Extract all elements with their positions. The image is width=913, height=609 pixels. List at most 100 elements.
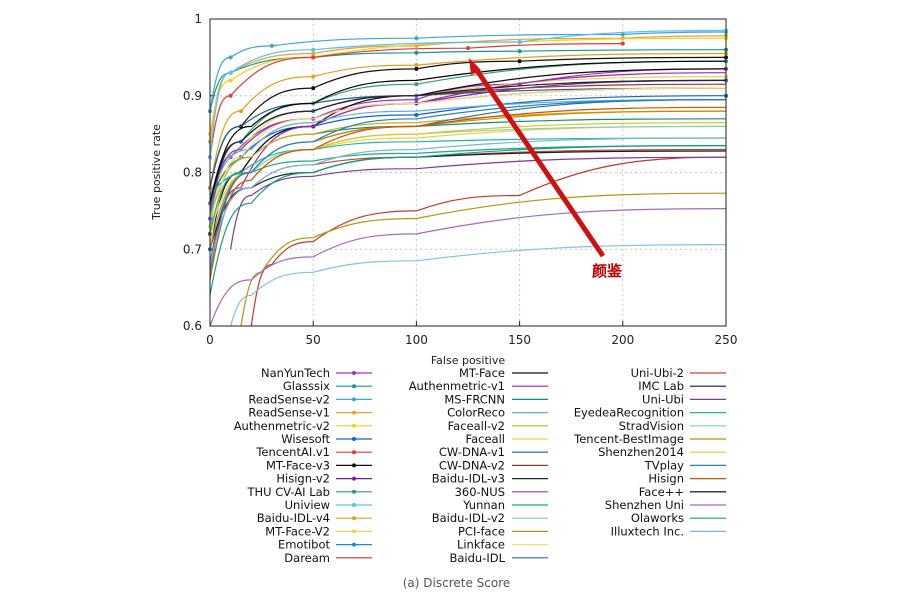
series-point-baidu-idl-v4 [311, 74, 316, 79]
legend-label-uniview: Uniview [285, 498, 330, 512]
legend-label-thu-cv-ai-lab: THU CV-AI Lab [246, 485, 330, 499]
legend-label-360-nus: 360-NUS [455, 485, 505, 499]
series-line-face [209, 60, 727, 204]
y-tick-label: 0.7 [183, 242, 202, 256]
series-point-baidu-idl-v4 [238, 109, 243, 114]
series-line-baidu-idl [209, 99, 727, 265]
series-line-tencentai-v1 [209, 43, 623, 158]
series-point-wisesoft [414, 112, 419, 117]
legend-label-cw-dna-v1: CW-DNA-v1 [439, 445, 505, 459]
annotation-arrow [471, 64, 606, 258]
annotation: 颜鉴 [469, 58, 623, 280]
legend-label-tencentai-v1: TencentAI.v1 [255, 445, 330, 459]
series-line-cw-dna-v2 [209, 83, 727, 204]
series-line-uni-ubi [230, 156, 727, 250]
series-point-uniview [228, 70, 233, 75]
series-line-illuxtech-inc [209, 137, 727, 265]
legend-label-emotibot: Emotibot [278, 538, 331, 552]
y-tick-label: 0.6 [183, 319, 202, 333]
series-line-hisign [209, 106, 727, 281]
series-point-readsense-v2 [269, 43, 274, 48]
legend-marker-readsense-v1 [352, 410, 356, 415]
legend-marker-glasssix [352, 384, 356, 389]
legend-label-tvplay: TVplay [644, 458, 684, 472]
legend-label-linkface: Linkface [457, 538, 505, 552]
x-tick-label: 250 [715, 333, 738, 347]
legend-label-stradvision: StradVision [619, 419, 684, 433]
legend-marker-tencentai-v1 [352, 450, 356, 455]
series-point-tencentai-v1 [228, 93, 233, 98]
legend-label-eyedearecognition: EyedeaRecognition [574, 406, 684, 420]
y-tick-label: 1 [194, 12, 202, 26]
series-line-baidu-idl-v4 [209, 52, 727, 188]
series-line-pci-face [240, 192, 727, 327]
series-line-thu-cv-ai-lab [209, 60, 727, 204]
series-point-uniview [517, 40, 522, 45]
legend-label-wisesoft: Wisesoft [281, 432, 330, 446]
legend-marker-mt-face-v3 [352, 463, 356, 468]
series-line-faceall [209, 125, 727, 235]
legend-label-baidu-idl: Baidu-IDL [449, 551, 505, 565]
y-axis-label: True positive rate [150, 124, 163, 221]
x-tick-label: 100 [405, 333, 428, 347]
series-line-eyedearecognition [209, 137, 727, 235]
legend-label-yunnan: Yunnan [462, 498, 505, 512]
annotation-text: 颜鉴 [592, 262, 623, 280]
series-point-uniview [311, 47, 316, 52]
legend-label-mt-face: MT-Face [459, 366, 505, 380]
x-tick-label: 0 [206, 333, 214, 347]
series-line-linkface [209, 87, 727, 250]
series-point-readsense-v1 [311, 51, 316, 56]
legend-label-baidu-idl-v3: Baidu-IDL-v3 [432, 472, 505, 486]
legend-label-daream: Daream [284, 551, 330, 565]
series-point-mt-face-v3 [414, 66, 419, 71]
annotation-arrowhead [469, 58, 481, 75]
legend-label-uni-ubi: Uni-Ubi [642, 392, 684, 406]
series-point-tencentai-v1 [311, 55, 316, 60]
legend-label-readsense-v2: ReadSense-v2 [248, 392, 330, 406]
y-tick-label: 0.9 [183, 89, 202, 103]
series-line-authenmetric-v1 [209, 72, 727, 265]
series-line-uniview [209, 29, 727, 158]
legend-label-mt-face-v3: MT-Face-v3 [266, 458, 330, 472]
legend-label-illuxtech-inc: Illuxtech Inc. [611, 524, 684, 538]
legend-label-face: Face++ [639, 485, 684, 499]
legend-label-faceall-v2: Faceall-v2 [448, 419, 505, 433]
legend-label-uni-ubi-2: Uni-Ubi-2 [631, 366, 684, 380]
series-line-imc-lab [209, 150, 727, 250]
legend-marker-wisesoft [352, 437, 356, 441]
series-line-daream [250, 156, 727, 327]
series-line-baidu-idl-v2 [230, 244, 727, 327]
series-point-readsense-v2 [414, 36, 419, 41]
legend-label-authenmetric-v1: Authenmetric-v1 [409, 379, 505, 393]
legend-label-olaworks: Olaworks [631, 511, 684, 525]
grid [209, 18, 727, 327]
series-lines [208, 28, 728, 327]
x-tick-label: 200 [611, 333, 634, 347]
legend-label-shenzhen2014: Shenzhen2014 [598, 445, 684, 459]
legend-label-baidu-idl-v4: Baidu-IDL-v4 [257, 511, 330, 525]
y-tick-label: 0.8 [183, 166, 202, 180]
legend-label-imc-lab: IMC Lab [638, 379, 684, 393]
series-line-tvplay [209, 99, 727, 273]
legend-label-baidu-idl-v2: Baidu-IDL-v2 [432, 511, 505, 525]
series-line-baidu-idl-v3 [209, 79, 727, 212]
series-point-glasssix [414, 50, 419, 55]
legend-marker-uniview [352, 503, 356, 507]
series-point-readsense-v2 [228, 55, 233, 60]
figure-caption: (a) Discrete Score [402, 576, 511, 590]
legend-marker-baidu-idl-v4 [352, 516, 356, 521]
legend-label-shenzhen-uni: Shenzhen Uni [605, 498, 684, 512]
legend-label-tencent-bestimage: Tencent-BestImage [573, 432, 684, 446]
series-point-readsense-v2 [620, 32, 625, 37]
legend-label-authenmetric-v2: Authenmetric-v2 [234, 419, 330, 433]
legend-marker-mt-face-v2 [352, 529, 356, 534]
series-line-olaworks [209, 145, 727, 296]
legend-label-nanyuntech: NanYunTech [261, 366, 330, 380]
legend: NanYunTechGlasssixReadSense-v2ReadSense-… [234, 366, 726, 565]
legend-marker-thu-cv-ai-lab [352, 489, 356, 494]
legend-marker-emotibot [352, 542, 356, 547]
legend-label-glasssix: Glasssix [283, 379, 330, 393]
legend-label-mt-face-v2: MT-Face-V2 [265, 524, 330, 538]
